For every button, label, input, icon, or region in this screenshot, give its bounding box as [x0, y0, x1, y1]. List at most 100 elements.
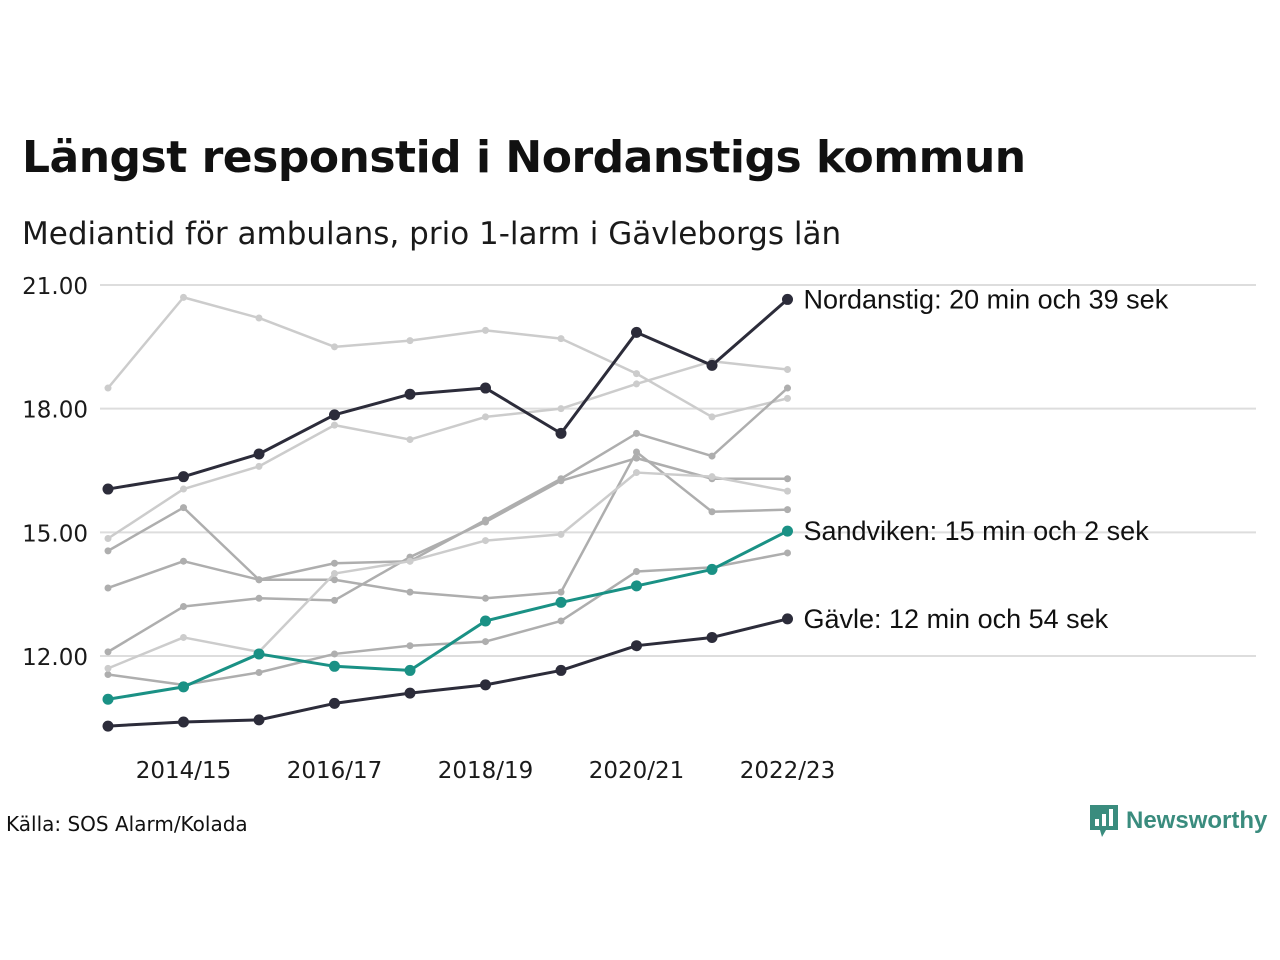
data-point	[557, 405, 565, 413]
data-point	[253, 714, 265, 726]
data-point	[104, 535, 112, 543]
x-axis-tick-labels: 2014/15 2016/17 2018/19 2020/21 2022/23	[136, 758, 836, 784]
data-point	[404, 388, 416, 400]
x-tick-label: 2014/15	[136, 758, 232, 784]
data-point	[331, 650, 338, 658]
y-tick-label: 15.00	[22, 521, 88, 547]
series-line	[107, 450, 788, 600]
data-point	[180, 485, 187, 493]
data-point	[784, 475, 791, 483]
y-axis-tick-labels: 12.00 15.00 18.00 21.00	[22, 274, 88, 671]
data-point	[331, 421, 338, 429]
data-point	[706, 563, 718, 575]
data-point	[255, 462, 263, 470]
series-line	[107, 471, 788, 670]
chart-title: Längst responstid i Nordanstigs kommun	[22, 132, 1026, 183]
data-point	[633, 567, 640, 575]
x-tick-label: 2020/21	[589, 758, 685, 784]
data-point	[480, 615, 491, 627]
series-line	[107, 298, 789, 491]
background-series	[104, 293, 791, 689]
data-point	[480, 679, 491, 691]
data-point	[104, 671, 112, 679]
data-point	[180, 633, 187, 641]
newsworthy-logo[interactable]: Newsworthy	[1088, 803, 1267, 839]
data-point	[482, 413, 489, 421]
y-tick-label: 18.00	[22, 398, 88, 424]
data-point	[557, 588, 565, 596]
series-line	[107, 617, 788, 728]
data-point	[708, 473, 716, 481]
data-point	[557, 530, 565, 538]
data-point	[633, 448, 640, 456]
data-point	[557, 617, 565, 625]
data-point	[706, 359, 718, 371]
series-line	[107, 529, 789, 701]
data-point	[406, 557, 414, 565]
data-point	[482, 594, 489, 602]
data-point	[104, 584, 112, 592]
data-point	[406, 642, 414, 650]
highlighted-series	[102, 293, 793, 732]
data-point	[782, 613, 793, 625]
series-nordanstig	[102, 293, 793, 495]
series-label: Nordanstig: 20 min och 39 sek	[804, 284, 1169, 314]
data-point	[253, 648, 265, 660]
data-point	[784, 366, 791, 374]
data-point	[331, 576, 338, 584]
data-point	[180, 293, 187, 301]
series-line	[107, 387, 789, 590]
data-point	[708, 452, 716, 460]
data-point	[329, 409, 340, 421]
data-point	[784, 394, 791, 402]
data-point	[255, 668, 263, 676]
data-point	[633, 370, 640, 378]
data-point	[180, 603, 187, 611]
data-point	[180, 557, 187, 565]
data-point	[708, 413, 716, 421]
data-point	[784, 384, 791, 392]
data-point	[633, 469, 640, 477]
data-point	[633, 380, 640, 388]
data-point	[784, 487, 791, 495]
data-point	[329, 660, 340, 672]
newsworthy-logo-icon	[1090, 805, 1118, 837]
data-point	[104, 384, 112, 392]
series-background	[104, 549, 791, 689]
data-point	[255, 594, 263, 602]
data-point	[482, 537, 489, 545]
data-point	[555, 664, 567, 676]
data-point	[482, 518, 489, 526]
series-background	[104, 454, 791, 656]
data-point	[102, 693, 114, 705]
data-point	[253, 448, 265, 460]
series-sandviken	[102, 525, 793, 705]
data-point	[633, 454, 640, 462]
data-point	[404, 664, 416, 676]
data-point	[480, 382, 491, 394]
series-background	[104, 293, 791, 421]
data-point	[482, 326, 489, 334]
grid-lines	[100, 284, 1256, 657]
data-point	[406, 337, 414, 345]
series-label: Gävle: 12 min och 54 sek	[804, 604, 1109, 634]
series-background	[104, 384, 791, 592]
series-line	[107, 360, 788, 540]
data-point	[784, 549, 791, 557]
x-tick-label: 2016/17	[287, 758, 383, 784]
series-labels: Nordanstig: 20 min och 39 sek Sandviken: …	[804, 284, 1169, 633]
y-tick-label: 21.00	[22, 274, 88, 300]
data-point	[178, 681, 189, 693]
data-point	[555, 427, 567, 439]
data-point	[555, 596, 567, 608]
data-point	[784, 506, 791, 514]
series-line	[107, 296, 788, 419]
data-point	[104, 648, 112, 656]
series-label: Sandviken: 15 min och 2 sek	[804, 516, 1150, 546]
data-point	[557, 477, 565, 485]
data-point	[102, 483, 114, 495]
data-point	[331, 570, 338, 578]
data-point	[782, 293, 793, 305]
series-line	[107, 551, 788, 687]
